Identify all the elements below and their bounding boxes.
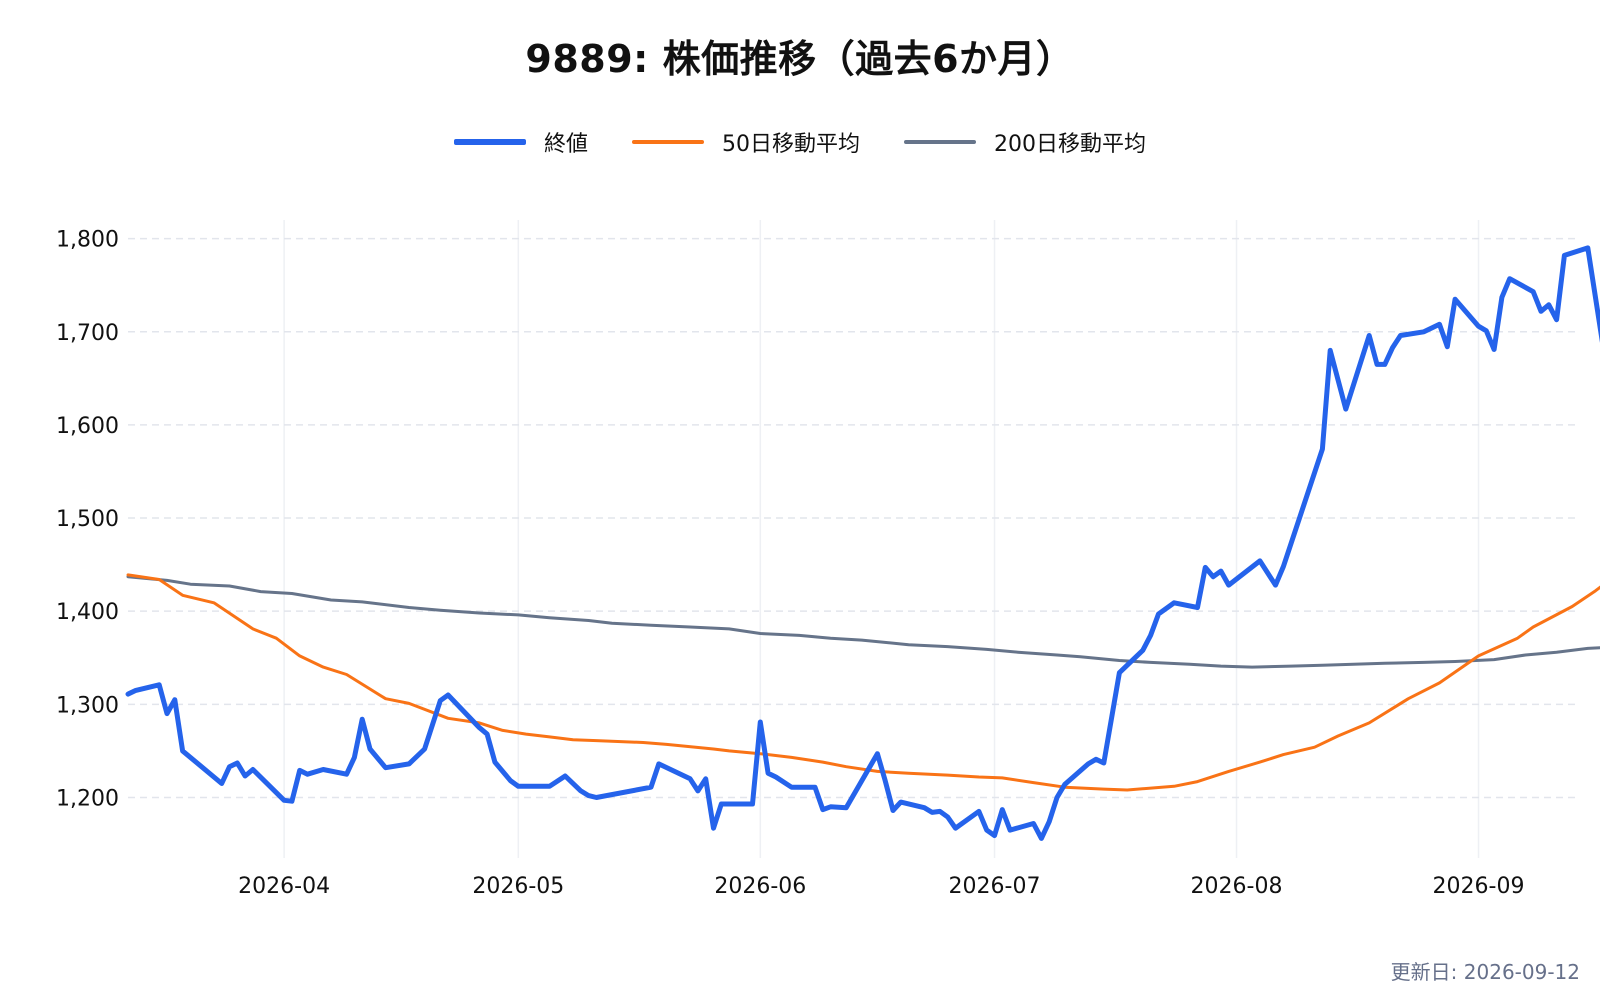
series-ma200-line [126,575,1600,669]
y-tick-label: 1,300 [56,693,119,718]
y-tick-label: 1,200 [56,786,119,811]
legend-item-close[interactable]: 終値 [453,126,588,158]
x-tick-label: 2026-09 [1433,874,1525,899]
updated-date: 更新日: 2026-09-12 [1390,960,1580,984]
legend-swatch-ma200 [904,140,976,144]
x-tick-label: 2026-06 [714,874,806,899]
y-tick-label: 1,500 [56,507,119,532]
chart-title: 9889: 株価推移（過去6か月） [525,37,1075,81]
legend-item-ma200[interactable]: 200日移動平均 [904,126,1146,158]
y-tick-label: 1,700 [56,321,119,346]
legend-swatch-ma50 [632,140,704,144]
series-ma50-line [126,573,1600,792]
legend-swatch-close [453,139,526,145]
x-tick-label: 2026-08 [1191,874,1283,899]
y-tick-label: 1,400 [56,600,119,625]
y-tick-label: 1,600 [56,414,119,439]
series-close-line [125,245,1600,841]
legend-item-ma50[interactable]: 50日移動平均 [632,126,860,158]
x-tick-label: 2026-05 [472,874,564,899]
x-tick-label: 2026-04 [238,874,330,899]
y-tick-label: 1,800 [56,228,119,253]
legend: 終値 50日移動平均 200日移動平均 [0,126,1600,158]
x-tick-label: 2026-07 [949,874,1041,899]
legend-label-ma200: 200日移動平均 [994,132,1146,157]
legend-label-ma50: 50日移動平均 [722,132,860,157]
legend-label-close: 終値 [543,132,588,157]
